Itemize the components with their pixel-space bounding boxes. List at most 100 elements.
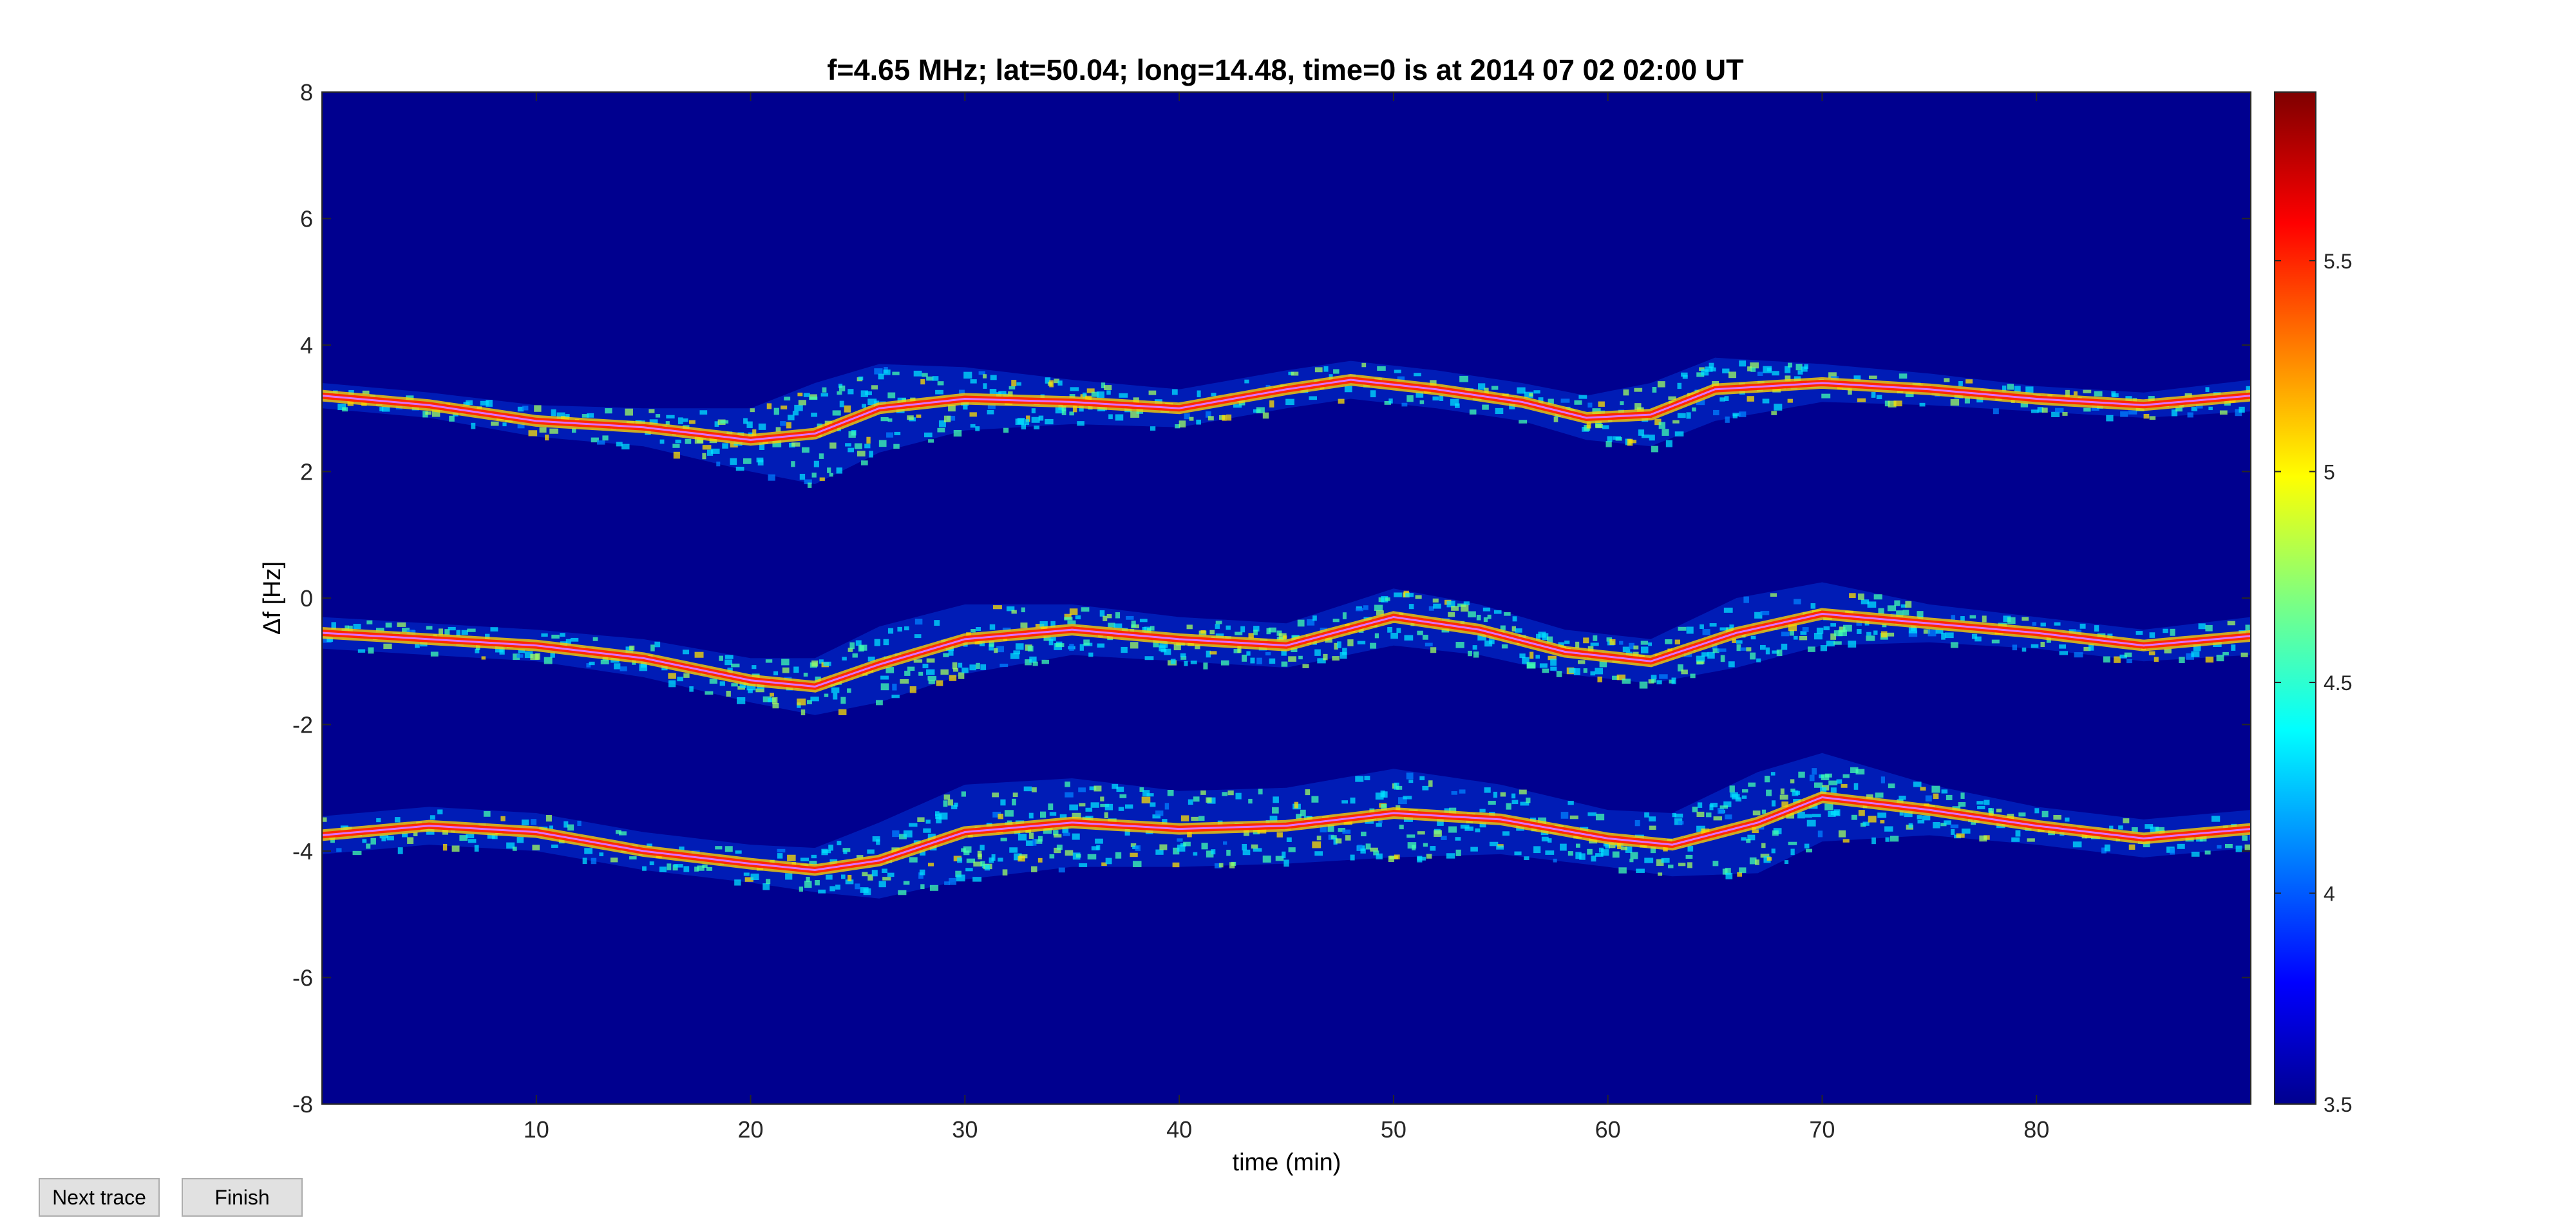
x-tick-label: 40 <box>1166 1116 1192 1143</box>
speckle <box>1667 865 1674 868</box>
speckle <box>1153 640 1159 648</box>
speckle <box>1091 391 1099 397</box>
speckle <box>822 387 827 393</box>
speckle <box>943 800 948 807</box>
speckle <box>1067 620 1076 624</box>
speckle <box>1944 378 1950 382</box>
speckle <box>992 811 1001 818</box>
speckle <box>1417 856 1426 861</box>
speckle <box>1838 830 1846 838</box>
speckle <box>1873 594 1882 600</box>
speckle <box>502 422 507 427</box>
speckle <box>2224 843 2233 848</box>
speckle <box>1062 827 1069 834</box>
speckle <box>1690 673 1696 679</box>
speckle <box>1881 631 1888 638</box>
speckle <box>518 649 526 653</box>
finish-button[interactable]: Finish <box>182 1178 303 1217</box>
speckle <box>1717 807 1725 814</box>
speckle <box>1484 787 1491 793</box>
speckle <box>1031 417 1040 423</box>
speckle <box>1250 657 1255 664</box>
speckle <box>1408 604 1414 610</box>
speckle <box>1043 636 1051 641</box>
speckle <box>1871 837 1876 845</box>
speckle <box>1314 851 1323 856</box>
speckle <box>1448 826 1457 833</box>
speckle <box>2040 642 2045 648</box>
speckle <box>1746 647 1752 651</box>
speckle <box>849 642 855 650</box>
speckle <box>867 656 875 662</box>
speckle <box>1838 630 1847 637</box>
speckle <box>1256 657 1262 664</box>
speckle <box>806 876 810 882</box>
speckle <box>827 467 831 473</box>
speckle <box>2227 621 2235 626</box>
speckle <box>1821 393 1831 398</box>
speckle <box>1094 785 1102 792</box>
speckle <box>1428 606 1434 611</box>
speckle <box>1623 389 1629 396</box>
speckle <box>724 655 734 659</box>
speckle <box>874 639 881 646</box>
next-trace-button[interactable]: Next trace <box>39 1178 160 1217</box>
speckle <box>982 374 987 379</box>
speckle <box>1875 792 1884 798</box>
speckle <box>1550 666 1557 671</box>
speckle <box>2031 644 2039 648</box>
speckle <box>1115 852 1122 859</box>
speckle <box>892 371 900 375</box>
speckle <box>897 626 902 632</box>
speckle <box>1617 842 1622 849</box>
speckle <box>882 877 891 881</box>
speckle <box>719 681 726 686</box>
speckle <box>1272 807 1279 814</box>
speckle <box>1031 408 1036 414</box>
speckle <box>1206 850 1214 858</box>
speckle <box>1433 603 1441 609</box>
speckle <box>1070 387 1079 391</box>
speckle <box>1415 595 1422 599</box>
speckle <box>1911 626 1916 631</box>
speckle <box>2198 623 2206 630</box>
speckle <box>1152 814 1161 819</box>
speckle <box>1905 601 1912 608</box>
speckle <box>1553 416 1558 422</box>
speckle <box>1971 633 1978 639</box>
speckle <box>1766 857 1772 861</box>
speckle <box>892 830 900 838</box>
speckle <box>1644 857 1654 863</box>
speckle <box>1011 380 1017 387</box>
x-axis-label: time (min) <box>1233 1149 1341 1176</box>
y-tick-label: 0 <box>300 585 313 612</box>
speckle <box>1713 816 1723 821</box>
speckle <box>1096 845 1101 850</box>
speckle <box>1574 400 1582 405</box>
speckle <box>1696 655 1705 662</box>
speckle <box>610 857 618 863</box>
speckle <box>793 666 799 673</box>
speckle <box>1323 366 1329 372</box>
speckle <box>1548 655 1557 660</box>
speckle <box>528 430 538 436</box>
speckle <box>1935 629 1944 634</box>
speckle <box>1648 642 1653 646</box>
speckle <box>845 443 851 447</box>
speckle <box>1396 628 1401 633</box>
speckle <box>1724 396 1729 401</box>
speckle <box>1674 813 1683 818</box>
speckle <box>1750 635 1756 640</box>
speckle <box>2040 623 2046 627</box>
speckle <box>1899 373 1908 379</box>
speckle <box>702 453 706 460</box>
speckle <box>1374 604 1383 612</box>
speckle <box>1311 796 1319 803</box>
speckle <box>2191 852 2200 857</box>
speckle <box>1108 414 1113 420</box>
speckle <box>1155 810 1164 816</box>
speckle <box>379 407 384 411</box>
speckle <box>1055 643 1065 648</box>
speckle <box>1591 856 1596 862</box>
speckle <box>1542 633 1549 641</box>
